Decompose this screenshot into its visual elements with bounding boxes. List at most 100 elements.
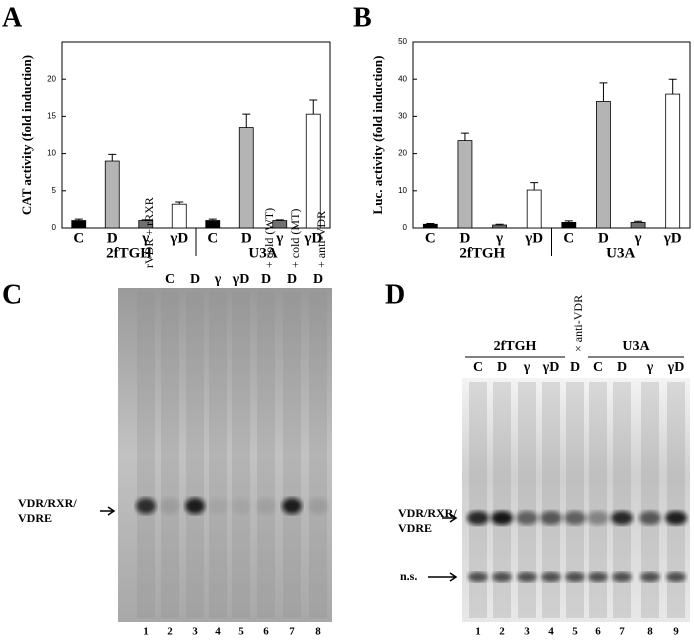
lane-number: 3	[192, 626, 198, 638]
plot-frame	[61, 41, 331, 229]
error-bar	[460, 132, 469, 141]
y-tick-label: 10	[47, 149, 56, 158]
bar	[422, 223, 438, 229]
error-bar	[108, 153, 117, 162]
bar	[171, 203, 187, 229]
gel-lane	[641, 382, 659, 618]
x-tick-label: γ	[141, 230, 149, 246]
gel-lane	[283, 292, 301, 618]
gel-band	[665, 511, 687, 525]
gel-band	[540, 511, 562, 525]
gel-image	[118, 288, 332, 622]
group-label: U3A	[248, 245, 277, 261]
error-bar	[634, 220, 643, 223]
group-label: 2fTGH	[494, 339, 537, 354]
lane-rotated-label: + anti-VDR	[314, 211, 328, 268]
bar	[665, 93, 681, 229]
lane-label: C	[593, 360, 603, 375]
error-bar	[74, 218, 83, 221]
gel-band	[231, 498, 251, 514]
y-axis-label: Luc. activity (fold induction)	[370, 56, 385, 215]
error-bar	[141, 219, 150, 221]
gel-band	[185, 498, 205, 514]
bar	[457, 140, 473, 229]
gel-band	[516, 511, 538, 525]
lane-number: 2	[167, 626, 173, 638]
y-tick-label: 5	[52, 186, 57, 195]
x-tick-label: D	[241, 230, 252, 246]
lane-label: γ	[214, 272, 222, 287]
bar	[71, 220, 87, 229]
gel-band	[640, 572, 660, 582]
lane-label: D	[497, 360, 507, 375]
lane-number: 6	[263, 626, 269, 638]
gel-lane	[518, 382, 536, 618]
lane-label: γ	[523, 360, 531, 375]
lane-label: D	[313, 272, 323, 287]
bar	[630, 222, 646, 229]
group-label: U3A	[606, 245, 635, 261]
lane-number: 6	[595, 626, 601, 638]
gel-band	[208, 498, 228, 514]
error-bar	[564, 220, 573, 223]
gel-band	[517, 572, 537, 582]
error-bar	[275, 219, 284, 221]
y-tick-label: 20	[47, 74, 56, 83]
y-tick-label: 30	[398, 112, 407, 121]
y-tick-label: 15	[47, 112, 56, 121]
lane-rotated-label: + cold (WT)	[262, 208, 276, 268]
x-tick-label: γD	[303, 230, 322, 246]
lane-number: 1	[475, 626, 481, 638]
error-bar	[495, 223, 504, 226]
lane-label: D	[570, 360, 580, 375]
error-bar	[426, 223, 435, 225]
y-tick-label: 50	[398, 37, 407, 46]
plot-frame	[412, 41, 691, 229]
band-label: VDR/RXR/	[18, 496, 77, 510]
x-tick-label: γD	[663, 230, 682, 246]
gel-lane	[667, 382, 685, 618]
gel-band	[491, 511, 513, 525]
gel-band	[587, 511, 609, 525]
lane-label: γD	[542, 360, 560, 375]
gel-band	[160, 498, 180, 514]
x-tick-label: γ	[275, 230, 283, 246]
gel-band	[308, 498, 328, 514]
y-tick-label: 0	[52, 223, 57, 232]
gel-lane	[232, 292, 250, 618]
lane-label: C	[165, 272, 175, 287]
gel-band	[492, 572, 512, 582]
lane-label: D	[261, 272, 271, 287]
gel-lane	[469, 382, 487, 618]
bar	[526, 189, 542, 229]
error-bar	[599, 82, 608, 102]
x-tick-label: γ	[634, 230, 642, 246]
y-tick-label: 40	[398, 74, 407, 83]
gel-lane	[309, 292, 327, 618]
y-tick-label: 10	[398, 186, 407, 195]
x-tick-label: γD	[169, 230, 188, 246]
lane-label: γD	[667, 360, 685, 375]
ns-label: n.s.	[400, 569, 417, 583]
arrow	[100, 506, 116, 516]
lane-number: 7	[619, 626, 625, 638]
gel-lane	[209, 292, 227, 618]
bar	[104, 160, 120, 229]
gel-band	[588, 572, 608, 582]
arrow	[442, 513, 458, 523]
lane-number: 8	[647, 626, 653, 638]
lane-label: C	[473, 360, 483, 375]
x-tick-label: γD	[524, 230, 543, 246]
x-tick-label: γ	[495, 230, 503, 246]
error-bar	[242, 113, 251, 128]
lane-number: 5	[238, 626, 244, 638]
x-tick-label: C	[563, 230, 574, 246]
group-label: 2fTGH	[459, 245, 505, 261]
bar	[492, 224, 507, 229]
gel-band	[611, 511, 633, 525]
error-bar	[668, 78, 677, 95]
bar	[205, 220, 221, 229]
gel-lane	[613, 382, 631, 618]
gel-lane	[137, 292, 155, 618]
y-axis-label: CAT activity (fold induction)	[19, 55, 34, 215]
